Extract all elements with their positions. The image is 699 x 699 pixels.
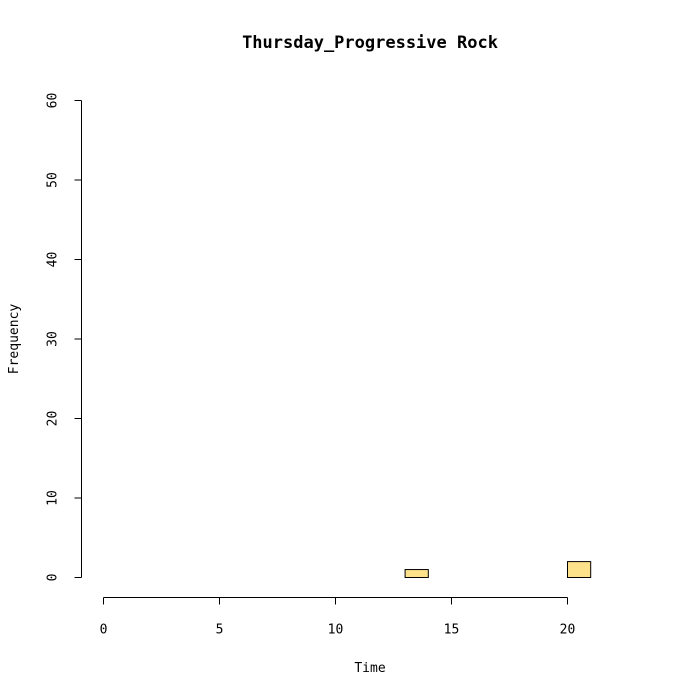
histogram-bar-20 — [567, 561, 592, 578]
x-tick-label-10: 10 — [328, 623, 344, 638]
y-tick-label-50: 50 — [46, 172, 61, 188]
y-tick-label-40: 40 — [46, 252, 61, 268]
x-tick-label-15: 15 — [444, 623, 460, 638]
y-tick-label-60: 60 — [46, 93, 61, 109]
y-axis-label: Frequency — [7, 304, 22, 375]
y-tick-label-10: 10 — [46, 490, 61, 506]
x-tick-label-0: 0 — [100, 623, 108, 638]
y-tick-label-20: 20 — [46, 411, 61, 427]
x-tick-label-5: 5 — [216, 623, 224, 638]
y-tick-label-0: 0 — [46, 574, 61, 582]
y-axis: 0 10 20 30 40 50 60 — [46, 93, 82, 582]
x-axis-label: Time — [354, 661, 385, 676]
bars-group — [404, 561, 592, 578]
histogram-bar-13 — [404, 569, 429, 578]
x-tick-label-20: 20 — [560, 623, 576, 638]
x-axis: 0 5 10 15 20 — [100, 597, 576, 638]
y-tick-label-30: 30 — [46, 331, 61, 347]
chart-title: Thursday_Progressive Rock — [242, 33, 498, 53]
